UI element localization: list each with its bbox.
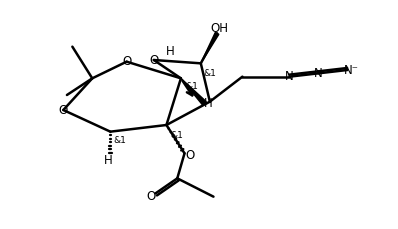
- Text: &1: &1: [185, 82, 198, 91]
- Text: N: N: [285, 70, 294, 83]
- Text: &1: &1: [170, 131, 183, 139]
- Polygon shape: [181, 78, 206, 105]
- Text: H: H: [104, 153, 113, 166]
- Text: O: O: [122, 55, 131, 68]
- Text: OH: OH: [210, 22, 228, 35]
- Text: &1: &1: [204, 69, 217, 78]
- Text: O: O: [185, 149, 194, 162]
- Text: H: H: [166, 45, 174, 58]
- Text: H: H: [204, 97, 213, 110]
- Text: O: O: [146, 190, 155, 203]
- Polygon shape: [201, 32, 219, 63]
- Text: O: O: [149, 54, 158, 66]
- Text: N: N: [314, 67, 323, 80]
- Text: O: O: [59, 104, 68, 117]
- Text: &1: &1: [113, 136, 126, 145]
- Text: N⁻: N⁻: [344, 63, 359, 76]
